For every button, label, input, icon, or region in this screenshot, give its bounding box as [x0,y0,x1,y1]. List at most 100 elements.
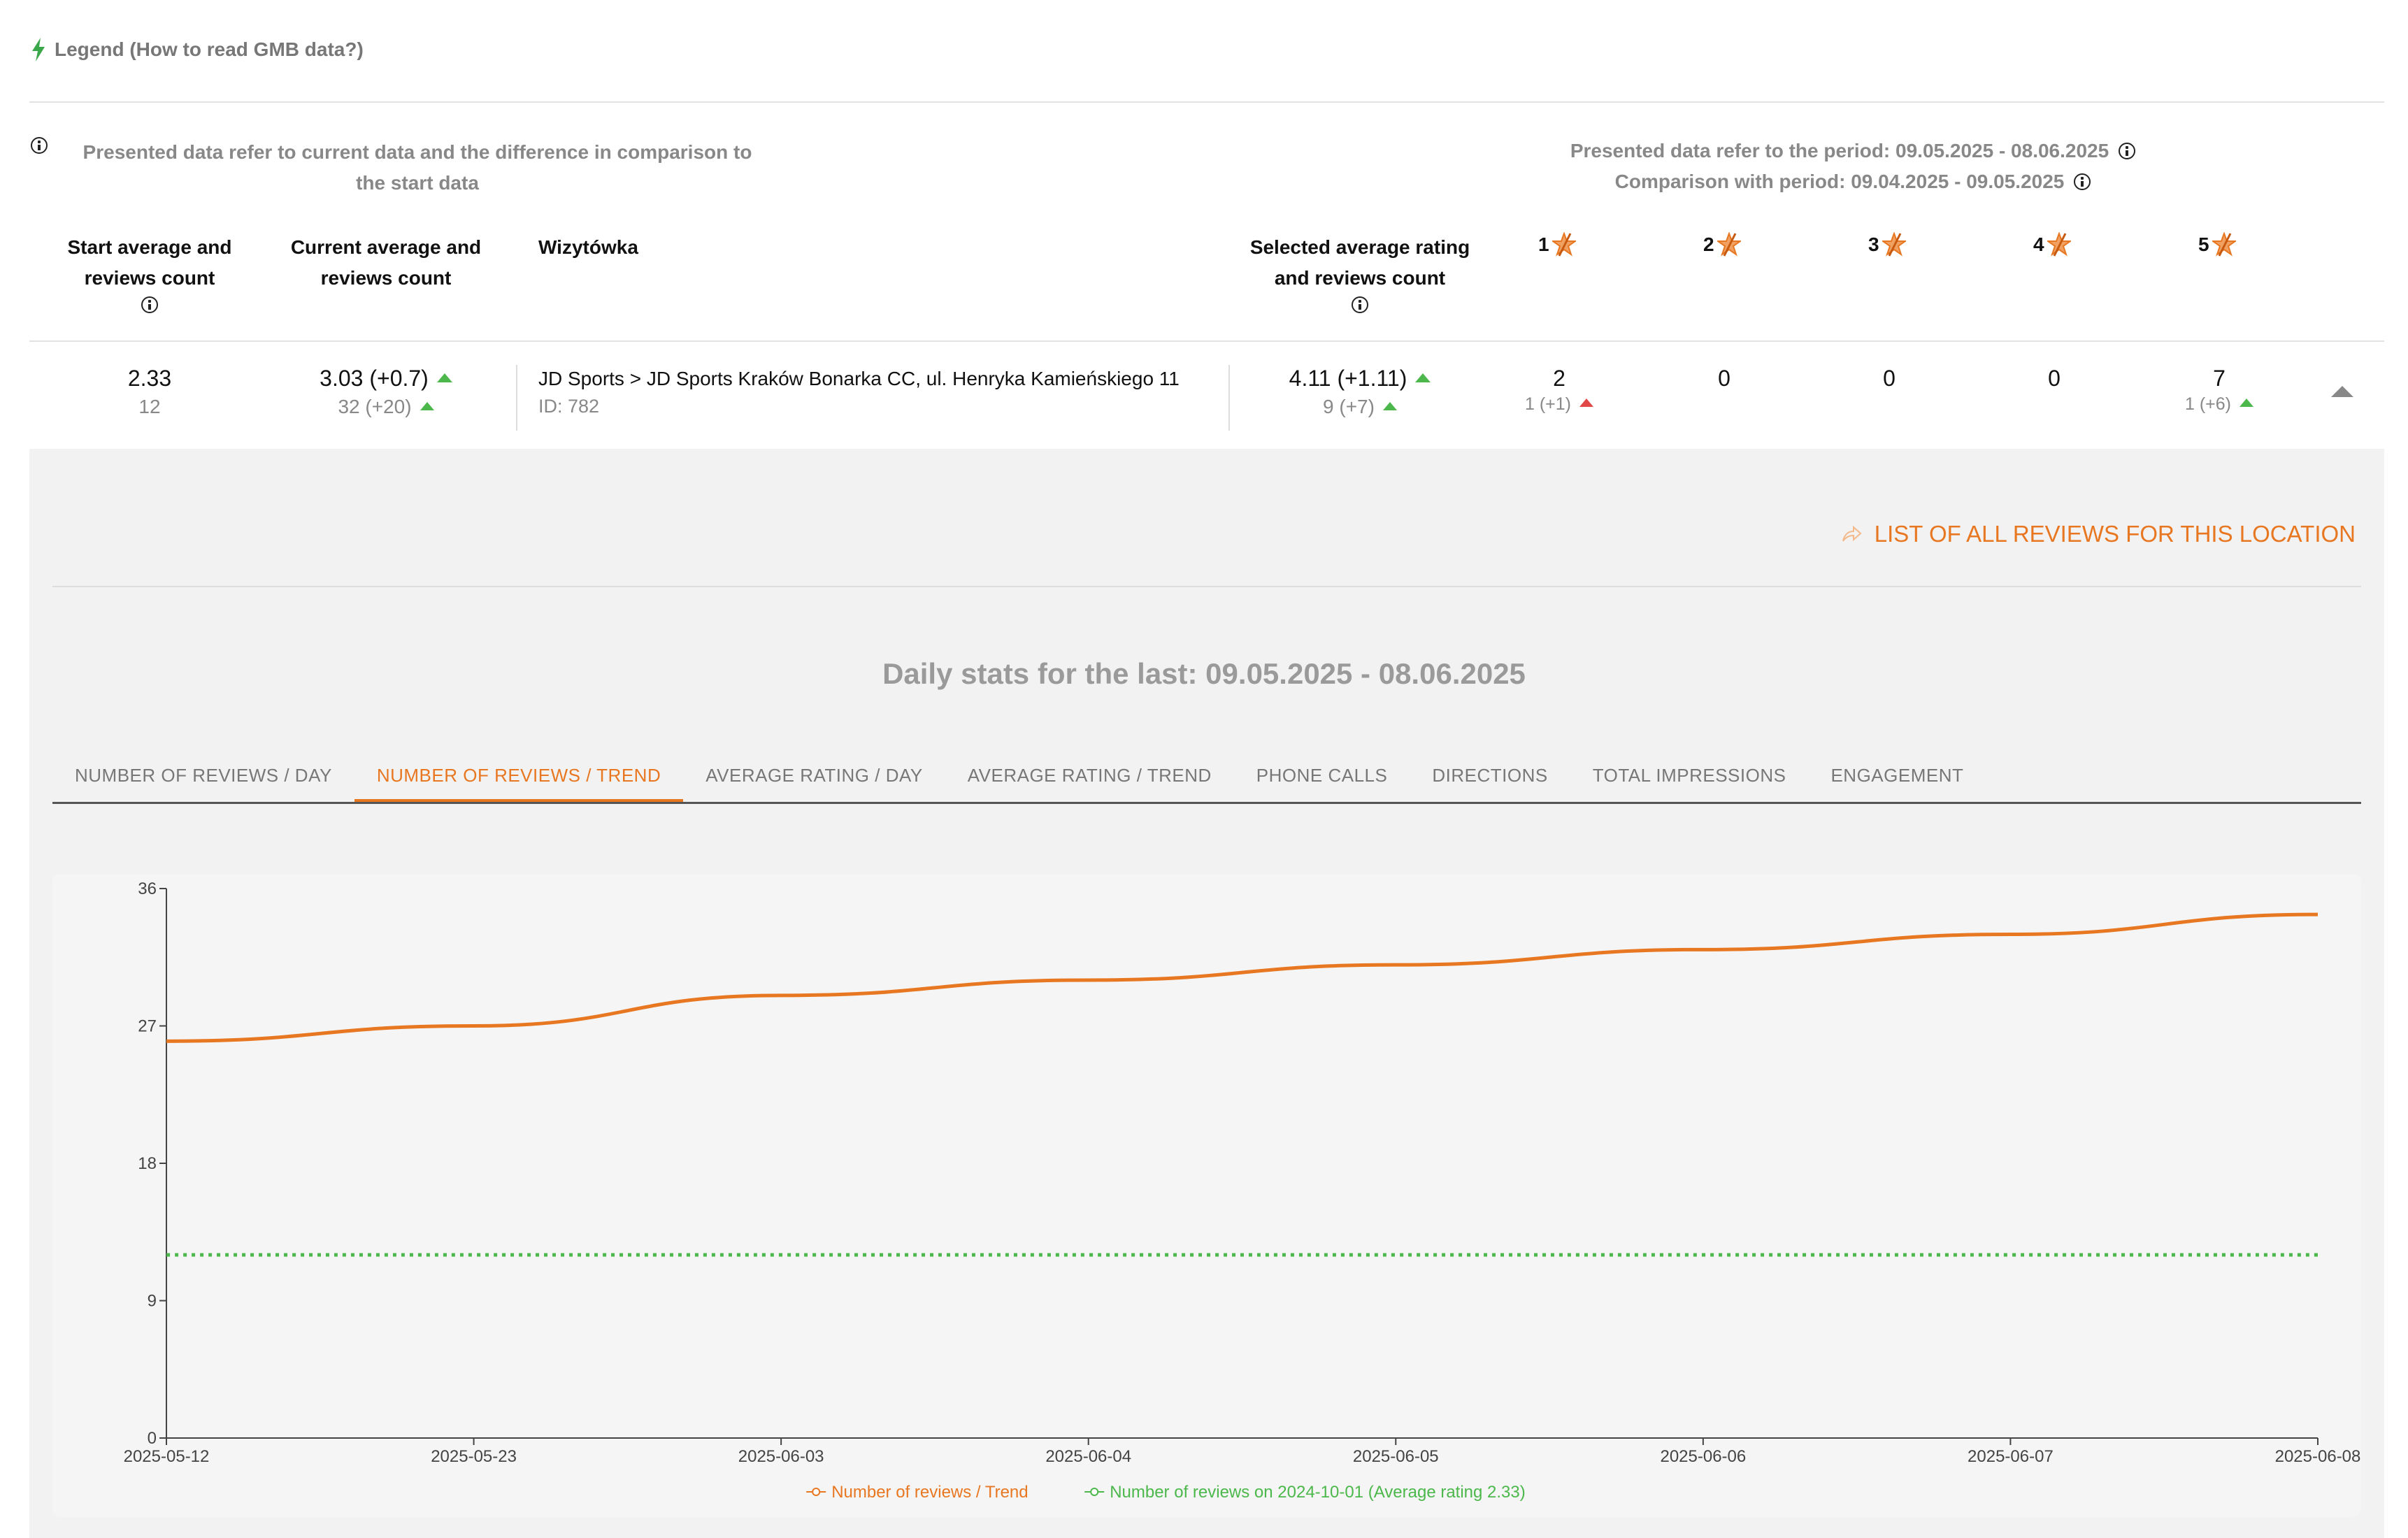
cell-star-5: 7 1 (+6) [2163,366,2275,415]
trend-up-icon [1415,373,1431,383]
cell-star-2: 0 [1668,366,1780,391]
star-5-diff: 1 (+6) [2184,394,2231,414]
x-tick-label: 2025-06-05 [1353,1447,1439,1466]
current-count: 32 (+20) [338,396,412,417]
y-tick-label: 27 [138,1017,157,1036]
header-business: Wizytówka [538,232,638,263]
trend-up-icon [436,373,452,383]
star-1-diff: 1 (+1) [1524,394,1571,414]
info-icon[interactable] [1352,296,1368,313]
star-count-label: 5 [2198,233,2209,255]
cell-star-3: 0 [1833,366,1945,391]
period-note: Presented data refer to the period: 09.0… [1503,136,2202,197]
legend-link-label: Legend (How to read GMB data?) [55,38,364,60]
x-tick-label: 2025-05-23 [431,1447,517,1466]
reviews-trend-chart: 0 9 18 27 36 2025-05-12 2025-05-23 2025-06-03 20… [124,879,2361,1502]
y-tick-label: 0 [148,1429,157,1448]
cell-star-1: 2 1 (+1) [1503,366,1615,415]
x-tick-label: 2025-06-07 [1968,1447,2054,1466]
star-count-label: 3 [1868,233,1879,255]
header-star-2: 2 [1703,232,1741,257]
star-icon [1882,232,1906,257]
legend-label: Number of reviews on 2024-10-01 (Average… [1110,1483,1526,1502]
star-count-label: 4 [2033,233,2044,255]
header-star-4: 4 [2033,232,2071,257]
star-2-count: 0 [1718,366,1730,391]
star-icon [1551,232,1576,257]
tab-total-impressions[interactable]: TOTAL IMPRESSIONS [1592,765,1786,786]
current-data-note: Presented data refer to current data and… [31,137,765,199]
header-business-label: Wizytówka [538,236,638,258]
legend-swatch-marker [812,1488,821,1496]
star-4-count: 0 [2048,366,2061,391]
info-icon[interactable] [2119,143,2136,159]
tab-reviews-per-day[interactable]: NUMBER OF REVIEWS / DAY [75,765,332,786]
trend-up-icon [1579,398,1593,408]
header-selected-label: Selected average rating and reviews coun… [1249,236,1470,289]
stats-tabs: NUMBER OF REVIEWS / DAY NUMBER OF REVIEW… [52,755,2361,804]
header-star-1: 1 [1538,232,1576,257]
cell-selected: 4.11 (+1.11) 9 (+7) [1245,366,1475,418]
cell-star-4: 0 [1998,366,2110,391]
header-star-5: 5 [2198,232,2236,257]
location-id: ID: 782 [538,396,600,417]
y-tick-label: 18 [138,1154,157,1173]
x-tick-label: 2025-05-12 [124,1447,210,1466]
current-data-note-text: Presented data refer to current data and… [83,141,752,194]
list-all-reviews-label: LIST OF ALL REVIEWS FOR THIS LOCATION [1874,521,2356,547]
tab-directions[interactable]: DIRECTIONS [1432,765,1548,786]
tab-reviews-trend[interactable]: NUMBER OF REVIEWS / TREND [354,755,684,802]
x-tick-label: 2025-06-06 [1660,1447,1746,1466]
start-count: 12 [138,396,161,417]
y-tick-label: 36 [138,879,157,898]
star-count-label: 2 [1703,233,1714,255]
trend-up-icon [2239,398,2253,408]
bolt-icon [32,38,45,62]
legend-swatch-marker [1090,1488,1099,1496]
list-all-reviews-link[interactable]: LIST OF ALL REVIEWS FOR THIS LOCATION [1841,521,2356,547]
x-tick-label: 2025-06-08 [2275,1447,2361,1466]
star-icon [2212,232,2236,257]
star-5-count: 7 [2213,366,2226,391]
tab-phone-calls[interactable]: PHONE CALLS [1256,765,1388,786]
tab-average-rating-per-day[interactable]: AVERAGE RATING / DAY [705,765,923,786]
location-name[interactable]: JD Sports > JD Sports Kraków Bonarka CC,… [538,368,1180,389]
tab-average-rating-trend[interactable]: AVERAGE RATING / TREND [967,765,1212,786]
legend-link[interactable]: Legend (How to read GMB data?) [31,38,364,62]
info-icon[interactable] [2074,173,2091,190]
current-average: 3.03 (+0.7) [320,366,429,391]
series-line-1 [166,912,2319,1043]
cell-location[interactable]: JD Sports > JD Sports Kraków Bonarka CC,… [538,368,1180,417]
star-3-count: 0 [1883,366,1895,391]
header-star-3: 3 [1868,232,1906,257]
legend-label: Number of reviews / Trend [831,1483,1028,1502]
header-selected: Selected average rating and reviews coun… [1245,232,1475,313]
header-current: Current average and reviews count [288,232,484,294]
cell-start: 2.33 12 [59,366,241,418]
header-start: Start average and reviews count [59,232,241,313]
period-text: Presented data refer to the period: 09.0… [1570,140,2109,161]
divider [29,101,2384,103]
share-icon [1842,526,1862,542]
star-1-count: 2 [1553,366,1565,391]
y-tick-label: 9 [148,1292,157,1311]
x-tick-label: 2025-06-04 [1045,1447,1131,1466]
info-icon[interactable] [141,296,158,313]
cell-current: 3.03 (+0.7) 32 (+20) [288,366,484,418]
header-current-label: Current average and reviews count [290,236,482,289]
tab-engagement[interactable]: ENGAGEMENT [1830,765,1964,786]
selected-average: 4.11 (+1.11) [1289,366,1407,391]
divider [52,586,2361,587]
selected-count: 9 (+7) [1323,396,1375,417]
header-start-label: Start average and reviews count [67,236,232,289]
info-icon[interactable] [31,137,48,154]
chart-card: 0 9 18 27 36 2025-05-12 2025-05-23 2025-06-03 20… [52,874,2361,1517]
divider [1228,365,1230,431]
star-icon [1717,232,1741,257]
star-icon [2047,232,2071,257]
trend-up-icon [1382,401,1397,410]
comparison-text: Comparison with period: 09.04.2025 - 09.… [1614,171,2065,192]
collapse-icon[interactable] [2331,386,2353,397]
divider [516,365,517,431]
start-average: 2.33 [127,366,172,391]
